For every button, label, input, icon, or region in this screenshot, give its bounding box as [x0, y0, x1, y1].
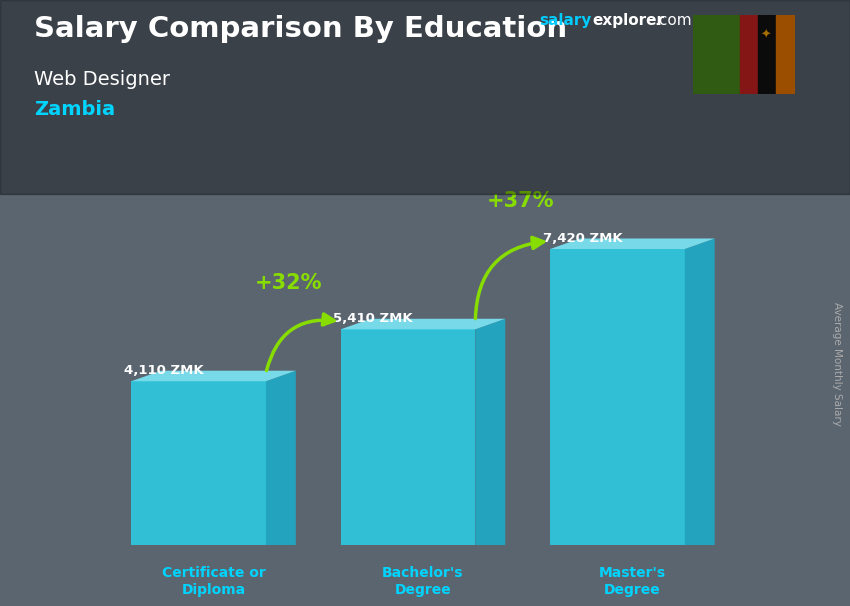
Text: salary: salary: [540, 13, 592, 28]
Polygon shape: [685, 239, 715, 545]
Polygon shape: [550, 239, 715, 249]
Polygon shape: [550, 249, 685, 545]
Text: .com: .com: [654, 13, 692, 28]
Text: Average Monthly Salary: Average Monthly Salary: [832, 302, 842, 425]
Text: Zambia: Zambia: [34, 100, 115, 119]
Polygon shape: [475, 319, 505, 545]
Text: Web Designer: Web Designer: [34, 70, 170, 88]
Bar: [740, 15, 758, 94]
Text: 7,420 ZMK: 7,420 ZMK: [542, 232, 622, 245]
Bar: [0, 0, 850, 194]
Text: 4,110 ZMK: 4,110 ZMK: [124, 364, 203, 378]
Text: Salary Comparison By Education: Salary Comparison By Education: [34, 15, 567, 43]
Polygon shape: [131, 371, 296, 381]
Polygon shape: [341, 319, 505, 329]
Text: 5,410 ZMK: 5,410 ZMK: [333, 312, 413, 325]
Text: +37%: +37%: [486, 191, 554, 211]
Polygon shape: [266, 371, 296, 545]
Text: +32%: +32%: [254, 273, 322, 293]
Polygon shape: [341, 329, 475, 545]
Text: Master's
Degree: Master's Degree: [599, 567, 666, 597]
Text: Certificate or
Diploma: Certificate or Diploma: [162, 567, 265, 597]
Text: explorer: explorer: [592, 13, 665, 28]
Bar: [776, 15, 795, 94]
Bar: [758, 15, 776, 94]
Polygon shape: [131, 381, 266, 545]
Text: ✦: ✦: [761, 28, 772, 41]
Text: Bachelor's
Degree: Bachelor's Degree: [382, 567, 464, 597]
